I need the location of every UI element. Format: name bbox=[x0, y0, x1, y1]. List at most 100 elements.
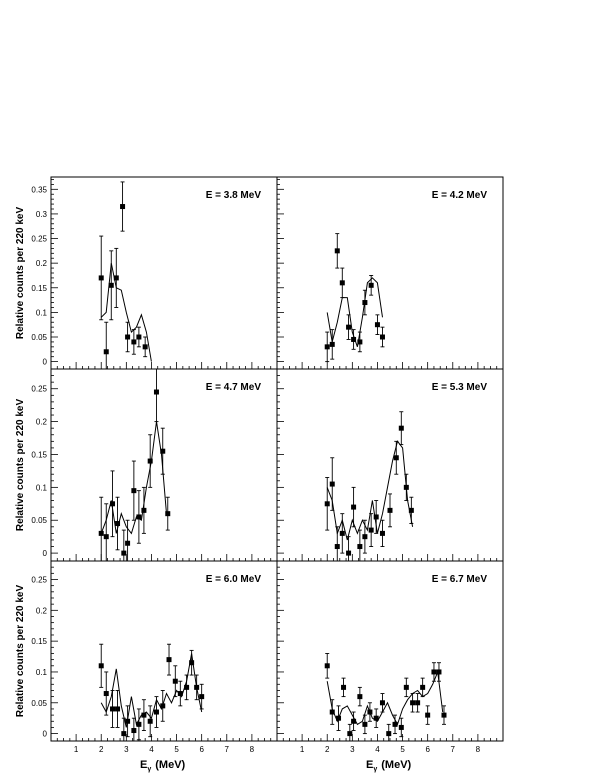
y-tick-label: 0.05 bbox=[31, 516, 47, 525]
y-tick-label: 0.1 bbox=[36, 668, 48, 677]
data-point bbox=[324, 663, 330, 669]
calculated-curve bbox=[100, 263, 152, 362]
data-point bbox=[336, 715, 342, 721]
panel-frame bbox=[276, 368, 504, 562]
y-axis-label: Relative counts per 220 keV bbox=[15, 207, 26, 340]
x-tick-label: 3 bbox=[350, 745, 355, 754]
data-point bbox=[108, 282, 114, 288]
data-point bbox=[189, 660, 195, 666]
data-point bbox=[103, 349, 109, 355]
x-tick-label: 4 bbox=[149, 745, 154, 754]
y-tick-label: 0.2 bbox=[36, 259, 48, 268]
x-axis-label-symbol: E bbox=[366, 759, 373, 771]
panel-2: E = 4.2 MeV bbox=[276, 176, 504, 370]
data-point bbox=[131, 728, 137, 734]
y-tick-label: 0.25 bbox=[31, 385, 47, 394]
data-point bbox=[367, 709, 373, 715]
data-point bbox=[425, 712, 431, 718]
data-point bbox=[339, 280, 345, 286]
y-axis-label: Relative counts per 220 keV bbox=[15, 399, 26, 532]
panel-title: E = 6.0 MeV bbox=[206, 574, 262, 585]
panel-title: E = 4.7 MeV bbox=[206, 382, 262, 393]
data-point bbox=[357, 339, 363, 345]
x-tick-label: 7 bbox=[451, 745, 456, 754]
x-tick-label: 7 bbox=[225, 745, 230, 754]
y-tick-label: 0.15 bbox=[31, 637, 47, 646]
x-axis-label: Eγ (MeV) bbox=[366, 759, 412, 773]
y-tick-label: 0 bbox=[43, 730, 48, 739]
panel-title: E = 4.2 MeV bbox=[432, 190, 488, 201]
panel-title: E = 3.8 MeV bbox=[206, 190, 262, 201]
x-axis-label-unit: (MeV) bbox=[155, 759, 185, 771]
data-point bbox=[115, 706, 121, 712]
data-point bbox=[408, 507, 414, 513]
data-point bbox=[362, 721, 368, 727]
data-point bbox=[362, 300, 368, 306]
data-point bbox=[177, 691, 183, 697]
y-tick-label: 0.25 bbox=[31, 235, 47, 244]
y-tick-label: 0.15 bbox=[31, 284, 47, 293]
data-point bbox=[357, 544, 363, 550]
data-point bbox=[431, 669, 437, 675]
data-point bbox=[98, 663, 104, 669]
y-tick-label: 0.2 bbox=[36, 606, 48, 615]
data-point bbox=[324, 344, 330, 350]
data-point bbox=[403, 684, 409, 690]
data-point bbox=[110, 501, 116, 507]
data-point bbox=[410, 700, 416, 706]
data-point bbox=[415, 700, 421, 706]
data-point bbox=[351, 336, 357, 342]
x-tick-label: 8 bbox=[476, 745, 481, 754]
panel-4: E = 5.3 MeV bbox=[276, 368, 504, 562]
data-point bbox=[194, 684, 200, 690]
y-tick-label: 0.15 bbox=[31, 450, 47, 459]
data-point bbox=[329, 341, 335, 347]
data-point bbox=[110, 706, 116, 712]
x-tick-label: 3 bbox=[124, 745, 129, 754]
data-point bbox=[141, 712, 147, 718]
data-point bbox=[142, 344, 148, 350]
data-point bbox=[347, 731, 353, 737]
panel-6: 1 2 3 4 5 6 7 8 E = 6.7 MeV Eγ (MeV) bbox=[276, 560, 504, 773]
data-point bbox=[373, 514, 379, 520]
data-point bbox=[393, 455, 399, 461]
data-point bbox=[136, 514, 142, 520]
data-point bbox=[131, 488, 137, 494]
calculated-curve bbox=[326, 670, 444, 726]
x-tick-label: 2 bbox=[325, 745, 330, 754]
x-axis-label-subscript: γ bbox=[147, 766, 151, 773]
x-tick-label: 5 bbox=[400, 745, 405, 754]
data-point bbox=[386, 731, 392, 737]
x-tick-label: 6 bbox=[199, 745, 204, 754]
data-point bbox=[357, 694, 363, 700]
data-point bbox=[184, 684, 190, 690]
data-point bbox=[165, 511, 171, 517]
x-tick-label: 4 bbox=[375, 745, 380, 754]
data-point bbox=[160, 703, 166, 709]
x-axis-label: Eγ (MeV) bbox=[140, 759, 186, 773]
data-point bbox=[346, 324, 352, 330]
panel-1: 0 0.05 0.1 0.15 0.2 0.25 0.3 0.35 E = 3.8 MeV Rel… bbox=[15, 176, 278, 370]
data-point bbox=[172, 678, 178, 684]
panel-frame bbox=[276, 176, 504, 370]
data-point bbox=[329, 481, 335, 487]
data-point bbox=[351, 504, 357, 510]
data-point bbox=[160, 448, 166, 454]
y-tick-label: 0.05 bbox=[31, 333, 47, 342]
data-point bbox=[125, 334, 131, 340]
x-tick-label: 1 bbox=[74, 745, 79, 754]
y-tick-label: 0 bbox=[43, 358, 48, 367]
data-point bbox=[392, 721, 398, 727]
data-point bbox=[339, 530, 345, 536]
data-point bbox=[373, 715, 379, 721]
data-point bbox=[113, 275, 119, 281]
data-point bbox=[420, 684, 426, 690]
y-tick-label: 0.3 bbox=[36, 210, 48, 219]
y-tick-label: 0.05 bbox=[31, 699, 47, 708]
data-point bbox=[153, 389, 159, 395]
data-point bbox=[147, 458, 153, 464]
data-point bbox=[334, 248, 340, 254]
data-point bbox=[131, 339, 137, 345]
data-point bbox=[136, 334, 142, 340]
